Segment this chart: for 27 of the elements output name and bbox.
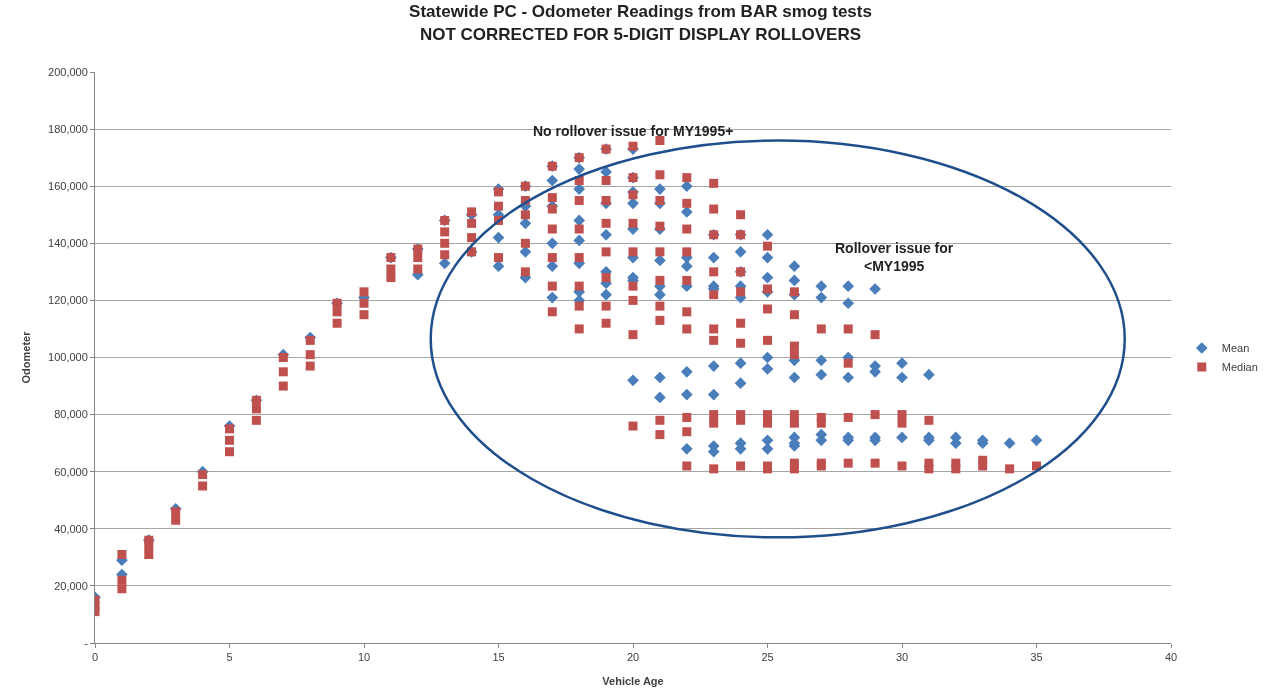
x-tick-label: 40 (1164, 651, 1178, 664)
annotation: No rollover issue for MY1995+ (533, 123, 734, 139)
x-tick-label: 5 (226, 651, 233, 664)
x-axis-title: Vehicle Age (602, 675, 664, 688)
y-tick-label: 80,000 (54, 408, 88, 421)
x-tick-label: 35 (1030, 651, 1043, 664)
legend-label: Median (1221, 361, 1258, 374)
x-tick-label: 20 (626, 651, 640, 664)
x-tick-label: 30 (895, 651, 909, 664)
y-axis-title: Odometer (19, 330, 32, 384)
y-tick-label: 200,000 (48, 65, 88, 78)
y-tick-label: 180,000 (48, 122, 88, 135)
annotation: Rollover issue for <MY1995 (835, 240, 954, 275)
y-tick-label: 40,000 (54, 522, 88, 535)
x-tick-label: 0 (91, 651, 99, 664)
y-tick-label: 160,000 (48, 180, 88, 193)
chart-title: Statewide PC - Odometer Readings from BAR smog tests NOT CORRECTED FOR 5-DIGIT DISPLAY ROLLOVERS (409, 2, 872, 44)
x-tick-label: 15 (492, 651, 505, 664)
y-tick-label: 120,000 (48, 294, 88, 307)
x-tick-label: 10 (357, 651, 371, 664)
y-tick-label: 60,000 (54, 465, 88, 478)
y-tick-label: 140,000 (48, 237, 88, 250)
legend-label: Mean (1221, 342, 1250, 355)
x-tick-label: 25 (761, 651, 774, 664)
y-tick-label: 100,000 (48, 351, 88, 364)
y-tick-label: - (84, 636, 89, 649)
y-tick-label: 20,000 (54, 579, 88, 592)
